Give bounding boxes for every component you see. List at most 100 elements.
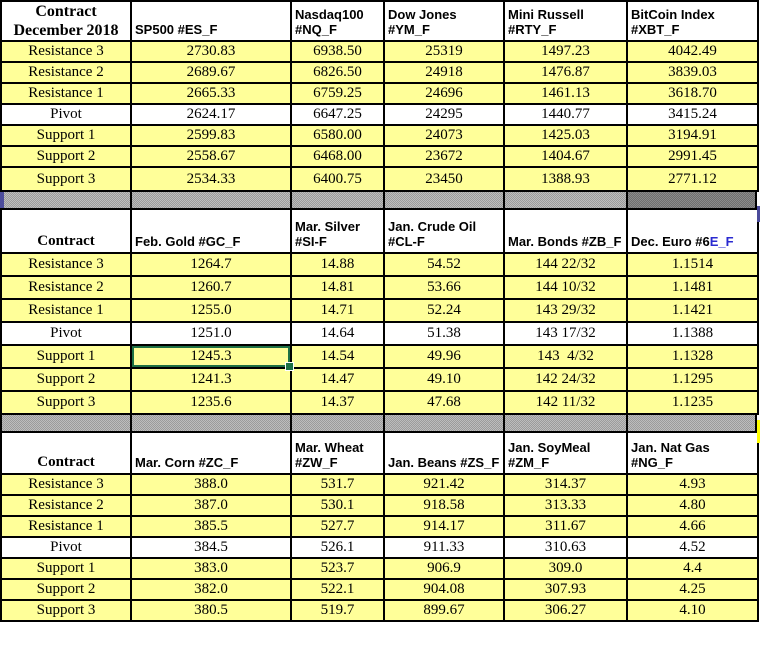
value-cell[interactable]: 1.1421	[626, 298, 759, 323]
value-cell[interactable]: 1260.7	[130, 275, 292, 300]
value-cell[interactable]: 531.7	[290, 473, 385, 496]
value-cell[interactable]: 53.66	[383, 275, 505, 300]
value-cell[interactable]: 310.63	[503, 536, 628, 559]
value-cell[interactable]: 142 11/32	[503, 390, 628, 415]
value-cell[interactable]: 2665.33	[130, 82, 292, 105]
value-cell[interactable]: 14.37	[290, 390, 385, 415]
row-label-cell[interactable]: Resistance 3	[0, 40, 132, 63]
value-cell[interactable]: 1235.6	[130, 390, 292, 415]
value-cell[interactable]: 2771.12	[626, 166, 759, 192]
value-cell[interactable]: 1425.03	[503, 124, 628, 147]
value-cell[interactable]: 1.1235	[626, 390, 759, 415]
column-header-cell[interactable]: Jan. Beans #ZS_F	[383, 431, 505, 475]
value-cell[interactable]: 382.0	[130, 578, 292, 601]
row-label-cell[interactable]: Resistance 1	[0, 515, 132, 538]
value-cell[interactable]: 3194.91	[626, 124, 759, 147]
value-cell[interactable]: 2558.67	[130, 145, 292, 168]
value-cell[interactable]: 1461.13	[503, 82, 628, 105]
value-cell[interactable]: 911.33	[383, 536, 505, 559]
column-header-cell[interactable]: Dow Jones #YM_F	[383, 0, 505, 42]
value-cell[interactable]: 4.66	[626, 515, 759, 538]
value-cell[interactable]: 3618.70	[626, 82, 759, 105]
value-cell[interactable]: 6826.50	[290, 61, 385, 84]
value-cell[interactable]: 899.67	[383, 599, 505, 622]
column-header-cell[interactable]: BitCoin Index #XBT_F	[626, 0, 759, 42]
value-cell[interactable]: 49.10	[383, 367, 505, 392]
value-cell[interactable]: 4.93	[626, 473, 759, 496]
row-label-cell[interactable]: Support 1	[0, 557, 132, 580]
value-cell[interactable]: 2689.67	[130, 61, 292, 84]
row-label-cell[interactable]: Support 1	[0, 344, 132, 369]
value-cell[interactable]: 14.64	[290, 321, 385, 346]
value-cell[interactable]: 6938.50	[290, 40, 385, 63]
value-cell[interactable]: 519.7	[290, 599, 385, 622]
value-cell[interactable]: 1440.77	[503, 103, 628, 126]
value-cell[interactable]: 522.1	[290, 578, 385, 601]
value-cell[interactable]: 311.67	[503, 515, 628, 538]
row-label-cell[interactable]: Support 2	[0, 367, 132, 392]
row-label-cell[interactable]: Resistance 2	[0, 275, 132, 300]
value-cell[interactable]: 1.1481	[626, 275, 759, 300]
value-cell[interactable]: 6759.25	[290, 82, 385, 105]
row-label-cell[interactable]: Resistance 3	[0, 252, 132, 277]
row-label-cell[interactable]: Pivot	[0, 536, 132, 559]
value-cell[interactable]: 4.80	[626, 494, 759, 517]
value-cell[interactable]: 388.0	[130, 473, 292, 496]
value-cell[interactable]: 1.1328	[626, 344, 759, 369]
value-cell[interactable]: 6400.75	[290, 166, 385, 192]
value-cell[interactable]: 1255.0	[130, 298, 292, 323]
value-cell[interactable]: 23672	[383, 145, 505, 168]
column-header-cell[interactable]: Jan. Crude Oil #CL-F	[383, 208, 505, 254]
value-cell[interactable]: 914.17	[383, 515, 505, 538]
value-cell[interactable]: 1241.3	[130, 367, 292, 392]
value-cell[interactable]: 904.08	[383, 578, 505, 601]
row-label-cell[interactable]: Support 2	[0, 578, 132, 601]
value-cell[interactable]: 49.96	[383, 344, 505, 369]
value-cell[interactable]: 6647.25	[290, 103, 385, 126]
value-cell[interactable]: 14.54	[290, 344, 385, 369]
value-cell[interactable]: 144 10/32	[503, 275, 628, 300]
row-label-cell[interactable]: Support 3	[0, 599, 132, 622]
value-cell[interactable]: 1.1514	[626, 252, 759, 277]
row-label-cell[interactable]: Pivot	[0, 321, 132, 346]
column-header-cell[interactable]: Nasdaq100 #NQ_F	[290, 0, 385, 42]
value-cell[interactable]: 4.10	[626, 599, 759, 622]
value-cell[interactable]: 25319	[383, 40, 505, 63]
value-cell[interactable]: 2624.17	[130, 103, 292, 126]
value-cell[interactable]: 307.93	[503, 578, 628, 601]
corner-header-cell[interactable]: Contract	[0, 431, 132, 475]
column-header-cell[interactable]: SP500 #ES_F	[130, 0, 292, 42]
row-label-cell[interactable]: Support 2	[0, 145, 132, 168]
value-cell[interactable]: 530.1	[290, 494, 385, 517]
value-cell[interactable]: 14.81	[290, 275, 385, 300]
row-label-cell[interactable]: Resistance 2	[0, 61, 132, 84]
value-cell[interactable]: 143 17/32	[503, 321, 628, 346]
value-cell[interactable]: 1404.67	[503, 145, 628, 168]
value-cell[interactable]: 526.1	[290, 536, 385, 559]
column-header-cell[interactable]: Mar. Corn #ZC_F	[130, 431, 292, 475]
column-header-cell[interactable]: Mar. Bonds #ZB_F	[503, 208, 628, 254]
value-cell[interactable]: 523.7	[290, 557, 385, 580]
value-cell[interactable]: 52.24	[383, 298, 505, 323]
value-cell[interactable]: 144 22/32	[503, 252, 628, 277]
value-cell[interactable]: 24073	[383, 124, 505, 147]
value-cell[interactable]: 4.4	[626, 557, 759, 580]
value-cell[interactable]: 384.5	[130, 536, 292, 559]
value-cell[interactable]: 1.1388	[626, 321, 759, 346]
value-cell[interactable]: 6468.00	[290, 145, 385, 168]
row-label-cell[interactable]: Support 1	[0, 124, 132, 147]
value-cell[interactable]: 2991.45	[626, 145, 759, 168]
value-cell[interactable]: 24918	[383, 61, 505, 84]
value-cell[interactable]: 14.47	[290, 367, 385, 392]
column-header-cell[interactable]: Jan. SoyMeal #ZM_F	[503, 431, 628, 475]
value-cell[interactable]: 1.1295	[626, 367, 759, 392]
row-label-cell[interactable]: Support 3	[0, 390, 132, 415]
column-header-cell[interactable]: Mini Russell #RTY_F	[503, 0, 628, 42]
value-cell[interactable]: 4.52	[626, 536, 759, 559]
value-cell[interactable]: 387.0	[130, 494, 292, 517]
value-cell[interactable]: 47.68	[383, 390, 505, 415]
value-cell[interactable]: 385.5	[130, 515, 292, 538]
column-header-cell[interactable]: Feb. Gold #GC_F	[130, 208, 292, 254]
corner-header-cell[interactable]: Contract	[0, 208, 132, 254]
corner-header-cell[interactable]: Contract December 2018	[0, 0, 132, 42]
